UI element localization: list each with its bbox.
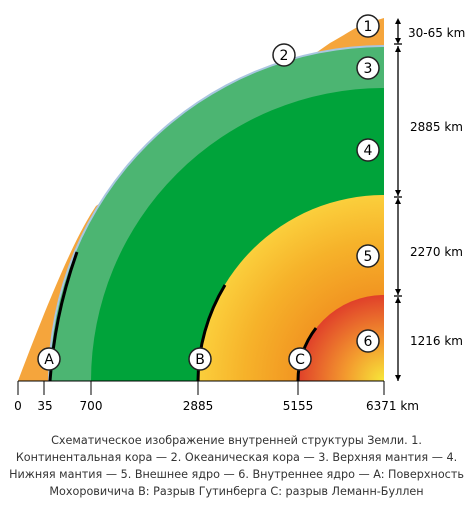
crust-thickness-label: 30-65 km	[408, 26, 465, 40]
earth-structure-diagram: 1 2 3 4 5 6 A B C	[14, 14, 465, 413]
tick-label-35: 35	[37, 399, 52, 413]
tick-label-5155: 5155	[283, 399, 314, 413]
svg-text:3: 3	[364, 61, 373, 77]
outer-core-thickness-arrow-icon	[394, 198, 402, 297]
svg-text:5: 5	[364, 249, 373, 265]
crust-thickness-arrow-icon	[394, 18, 402, 45]
svg-text:2: 2	[280, 48, 289, 64]
marker-boundary-b: B	[188, 347, 212, 371]
svg-text:4: 4	[364, 143, 373, 159]
tick-label-0: 0	[14, 399, 22, 413]
inner-core-layer	[298, 295, 384, 381]
inner-core-thickness-arrow-icon	[395, 297, 401, 381]
marker-layer-2: 2	[272, 43, 296, 67]
marker-layer-5: 5	[356, 244, 380, 268]
marker-boundary-c: C	[288, 347, 312, 371]
svg-text:1: 1	[364, 19, 373, 35]
tick-label-2885: 2885	[183, 399, 214, 413]
marker-boundary-a: A	[37, 347, 61, 371]
svg-text:C: C	[295, 352, 305, 368]
mantle-thickness-arrow-icon	[394, 46, 402, 198]
tick-label-700: 700	[80, 399, 103, 413]
svg-text:B: B	[195, 352, 205, 368]
gutenberg-boundary-line	[196, 284, 227, 382]
lower-mantle-thickness-label: 2885 km	[410, 120, 463, 134]
marker-layer-3: 3	[356, 56, 380, 80]
marker-layer-6: 6	[356, 329, 380, 353]
tick-label-6371: 6371 km	[366, 399, 419, 413]
svg-text:6: 6	[364, 334, 373, 350]
marker-layer-1: 1	[356, 14, 380, 38]
marker-layer-4: 4	[356, 138, 380, 162]
inner-core-thickness-label: 1216 km	[410, 334, 463, 348]
svg-text:A: A	[44, 352, 54, 368]
figure-caption: Схематическое изображение внутренней стр…	[9, 434, 464, 498]
outer-core-thickness-label: 2270 km	[410, 245, 463, 259]
